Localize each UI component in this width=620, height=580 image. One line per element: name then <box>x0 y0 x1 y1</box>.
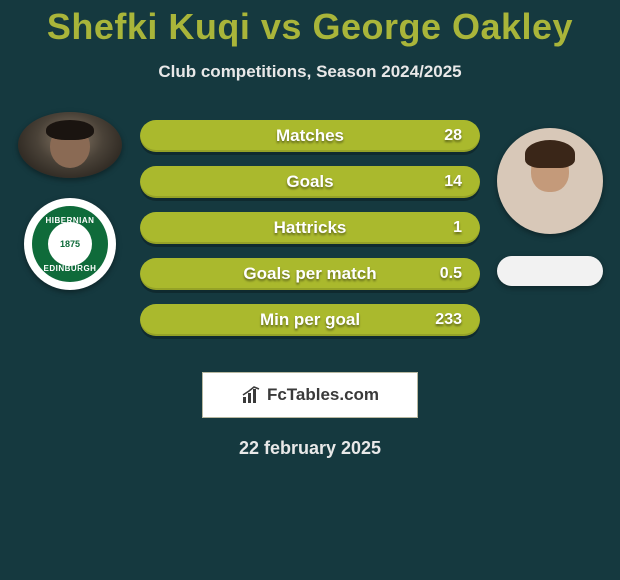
stat-bars: Matches 28 Goals 14 Hattricks 1 Goals pe… <box>140 120 480 336</box>
crest-year: 1875 <box>48 222 92 266</box>
player-right-avatar <box>497 128 603 234</box>
left-column: HIBERNIAN 1875 EDINBURGH <box>8 112 132 290</box>
source-logo: FcTables.com <box>202 372 418 418</box>
crest-inner: HIBERNIAN 1875 EDINBURGH <box>32 206 108 282</box>
stat-bar-matches: Matches 28 <box>140 120 480 152</box>
stat-value: 28 <box>444 127 462 145</box>
stat-label: Goals per match <box>140 264 480 284</box>
stat-bar-mpg: Min per goal 233 <box>140 304 480 336</box>
date-text: 22 february 2025 <box>0 438 620 459</box>
club-left-crest: HIBERNIAN 1875 EDINBURGH <box>24 198 116 290</box>
stat-bar-goals: Goals 14 <box>140 166 480 198</box>
comparison-card: Shefki Kuqi vs George Oakley Club compet… <box>0 0 620 580</box>
stat-value: 233 <box>435 311 462 329</box>
player-left-avatar <box>18 112 122 178</box>
stat-value: 1 <box>453 219 462 237</box>
stat-label: Matches <box>140 126 480 146</box>
stat-label: Hattricks <box>140 218 480 238</box>
page-title: Shefki Kuqi vs George Oakley <box>0 0 620 48</box>
bar-chart-icon <box>241 385 263 405</box>
right-column <box>488 128 612 286</box>
club-right-placeholder <box>497 256 603 286</box>
stat-bar-gpm: Goals per match 0.5 <box>140 258 480 290</box>
subtitle: Club competitions, Season 2024/2025 <box>0 62 620 82</box>
stat-value: 14 <box>444 173 462 191</box>
stat-value: 0.5 <box>440 265 462 283</box>
stat-bar-hattricks: Hattricks 1 <box>140 212 480 244</box>
stat-label: Goals <box>140 172 480 192</box>
content-area: HIBERNIAN 1875 EDINBURGH Matches 28 Goal… <box>0 120 620 350</box>
logo-text: FcTables.com <box>267 385 379 405</box>
stat-label: Min per goal <box>140 310 480 330</box>
crest-bottom-text: EDINBURGH <box>32 264 108 273</box>
